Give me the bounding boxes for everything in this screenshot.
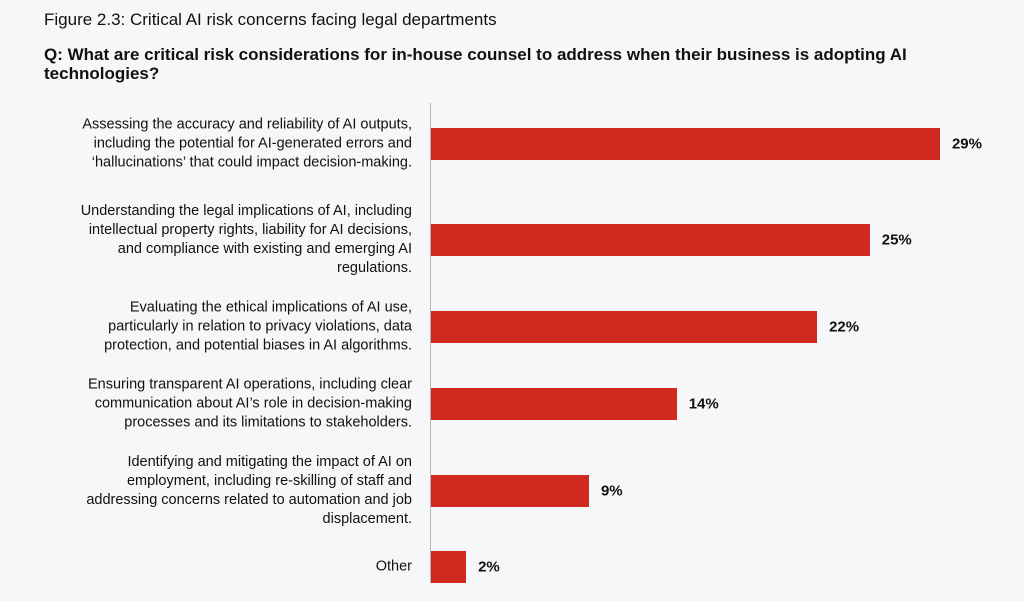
category-label: Assessing the accuracy and reliability o… bbox=[82, 116, 412, 171]
bar bbox=[431, 388, 677, 420]
data-label: 14% bbox=[688, 395, 719, 413]
bar bbox=[431, 311, 818, 343]
bar bbox=[431, 475, 589, 507]
category-label: Understanding the legal implications of … bbox=[80, 203, 412, 276]
category-label: Evaluating the ethical implications of A… bbox=[104, 299, 412, 354]
data-label: 9% bbox=[600, 482, 623, 500]
data-label: 22% bbox=[829, 318, 860, 336]
category-label: Identifying and mitigating the impact of… bbox=[86, 454, 412, 527]
data-label: 29% bbox=[951, 135, 982, 153]
category-label: Other bbox=[375, 558, 412, 575]
data-label: 2% bbox=[478, 558, 500, 576]
category-label: Ensuring transparent AI operations, incl… bbox=[87, 376, 412, 431]
figure-title: Figure 2.3: Critical AI risk concerns fa… bbox=[44, 10, 497, 29]
question-text: Q: What are critical risk considerations… bbox=[44, 45, 907, 83]
bar bbox=[431, 224, 870, 256]
data-label: 25% bbox=[881, 231, 912, 249]
bar bbox=[431, 128, 940, 160]
y-axis-line bbox=[430, 103, 431, 583]
bar bbox=[431, 551, 467, 583]
